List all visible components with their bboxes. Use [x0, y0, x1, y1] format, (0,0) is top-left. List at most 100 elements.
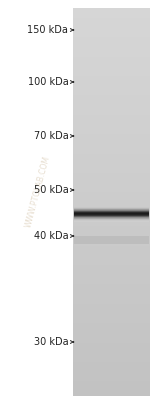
Bar	[73, 144, 150, 149]
Bar	[73, 332, 150, 338]
Bar	[73, 42, 150, 47]
Text: 40 kDa: 40 kDa	[34, 231, 68, 241]
Bar	[73, 318, 150, 323]
Bar	[74, 214, 149, 215]
Bar	[73, 366, 150, 372]
Bar	[73, 270, 150, 275]
Bar	[74, 206, 149, 207]
Bar	[73, 381, 150, 386]
Bar	[74, 221, 149, 222]
Text: 30 kDa: 30 kDa	[34, 337, 68, 347]
Bar	[73, 211, 150, 216]
Bar	[73, 294, 150, 299]
Bar	[73, 308, 150, 314]
Bar	[74, 216, 149, 217]
Bar	[74, 220, 149, 221]
Text: 100 kDa: 100 kDa	[27, 77, 68, 87]
Bar	[73, 85, 150, 90]
Bar	[74, 206, 149, 207]
Bar	[73, 284, 150, 289]
Bar	[74, 219, 149, 220]
Bar	[73, 240, 150, 246]
Bar	[73, 216, 150, 222]
Bar	[73, 245, 150, 250]
Bar	[73, 76, 150, 81]
Bar	[74, 220, 149, 221]
Bar	[73, 163, 150, 168]
Bar	[73, 347, 150, 352]
Bar	[74, 219, 149, 220]
Bar	[74, 211, 149, 212]
Bar	[73, 148, 150, 154]
Bar	[73, 187, 150, 192]
Bar	[73, 37, 150, 42]
Text: 150 kDa: 150 kDa	[27, 25, 68, 35]
Bar	[73, 80, 150, 86]
Bar	[73, 342, 150, 348]
Bar	[74, 218, 149, 219]
Bar	[74, 208, 149, 209]
Bar	[73, 357, 150, 362]
Bar	[73, 134, 150, 139]
Bar	[73, 328, 150, 333]
Bar	[73, 168, 150, 173]
Text: 50 kDa: 50 kDa	[33, 185, 68, 195]
Bar	[73, 231, 150, 236]
Bar	[73, 61, 150, 66]
Bar	[74, 210, 149, 211]
Bar	[73, 362, 150, 367]
Bar	[73, 8, 150, 13]
Bar	[73, 371, 150, 377]
Bar	[73, 206, 150, 212]
Bar	[73, 236, 150, 241]
Bar	[73, 376, 150, 382]
Bar	[73, 51, 150, 56]
Text: 70 kDa: 70 kDa	[33, 131, 68, 141]
Bar	[73, 138, 150, 144]
Bar	[73, 158, 150, 163]
Bar	[73, 32, 150, 37]
Bar	[73, 323, 150, 328]
Bar	[74, 213, 149, 214]
Bar	[73, 221, 150, 226]
Bar	[73, 289, 150, 294]
Bar	[74, 209, 149, 210]
Bar	[73, 313, 150, 318]
Bar	[73, 22, 150, 27]
Bar	[73, 391, 150, 396]
Bar	[74, 215, 149, 216]
Bar	[73, 338, 150, 343]
Bar	[73, 17, 150, 22]
Bar	[73, 197, 150, 202]
Bar	[73, 27, 150, 32]
Bar	[73, 95, 150, 100]
Bar	[73, 304, 150, 309]
Bar	[73, 119, 150, 124]
Bar	[73, 192, 150, 197]
Bar	[73, 105, 150, 110]
Bar	[73, 250, 150, 255]
Bar	[74, 212, 149, 213]
Bar	[73, 260, 150, 265]
Bar	[74, 236, 149, 244]
Text: WWW.PTGLAB.COM: WWW.PTGLAB.COM	[24, 155, 51, 229]
Bar	[73, 352, 150, 357]
Bar	[74, 210, 149, 211]
Bar	[73, 129, 150, 134]
Bar	[74, 217, 149, 218]
Bar	[74, 208, 149, 209]
Bar	[73, 124, 150, 129]
Bar	[74, 214, 149, 215]
Bar	[73, 274, 150, 280]
Bar	[73, 172, 150, 178]
Bar	[73, 56, 150, 61]
Bar	[74, 217, 149, 218]
Bar	[73, 110, 150, 115]
Bar	[73, 202, 150, 207]
Bar	[74, 218, 149, 219]
Bar	[73, 114, 150, 120]
Bar	[73, 182, 150, 188]
Bar	[74, 216, 149, 217]
Bar	[74, 211, 149, 212]
Bar	[73, 153, 150, 158]
